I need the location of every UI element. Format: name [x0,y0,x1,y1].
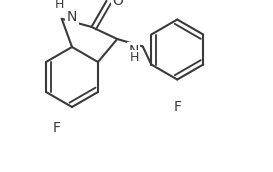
Text: N: N [128,44,139,57]
Text: H: H [129,51,139,64]
Text: F: F [173,100,181,114]
Text: N: N [67,10,77,24]
Text: F: F [182,0,190,3]
Text: O: O [112,0,123,8]
Text: H: H [55,0,64,11]
Text: F: F [53,121,61,135]
